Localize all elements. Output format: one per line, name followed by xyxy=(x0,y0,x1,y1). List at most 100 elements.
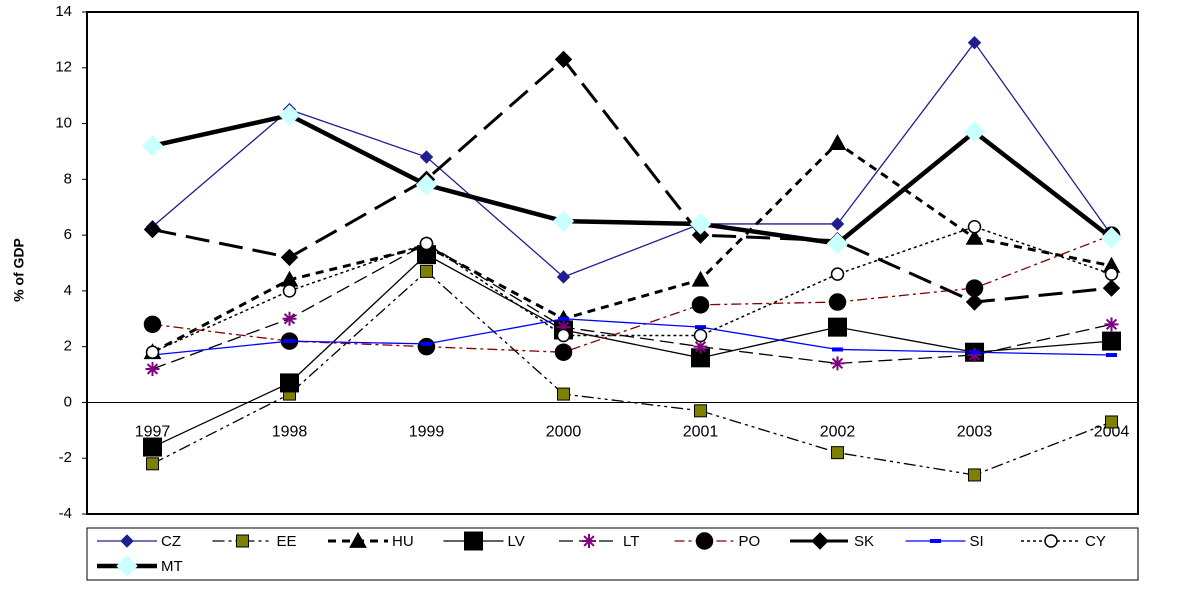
legend-marker xyxy=(582,534,596,548)
legend-box xyxy=(86,527,1139,581)
legend-label: MT xyxy=(161,558,183,575)
x-tick-label: 1999 xyxy=(409,424,445,441)
marker xyxy=(693,339,708,354)
marker xyxy=(554,50,573,69)
legend-marker xyxy=(120,534,134,548)
x-tick-label: 2001 xyxy=(683,424,719,441)
marker xyxy=(1104,267,1119,281)
x-tick-label: 2003 xyxy=(957,424,993,441)
series-line xyxy=(152,41,1113,278)
marker xyxy=(146,457,159,471)
marker xyxy=(556,270,571,284)
marker xyxy=(691,270,710,287)
marker xyxy=(1106,353,1117,358)
legend-label: SI xyxy=(970,533,984,550)
series-line xyxy=(152,270,1112,476)
plot-frame xyxy=(86,11,1139,515)
series xyxy=(145,236,1119,376)
marker xyxy=(968,468,981,482)
marker xyxy=(282,311,297,326)
marker xyxy=(831,446,844,460)
series-line xyxy=(152,242,1112,370)
marker xyxy=(967,219,982,234)
marker xyxy=(828,134,847,150)
series-line xyxy=(152,253,1112,448)
marker xyxy=(967,35,982,50)
marker xyxy=(280,373,299,393)
legend-label: LV xyxy=(508,533,525,550)
marker xyxy=(828,317,847,337)
y-tick-label: 14 xyxy=(55,3,72,20)
series xyxy=(143,245,1121,457)
marker xyxy=(1104,317,1119,332)
marker xyxy=(1102,279,1121,297)
marker xyxy=(830,217,845,231)
legend-label: LT xyxy=(623,533,639,550)
marker xyxy=(282,284,297,298)
legend-marker xyxy=(811,532,829,550)
y-tick-label: 2 xyxy=(64,338,72,355)
y-tick-label: -2 xyxy=(59,449,72,466)
y-tick-label: 8 xyxy=(64,170,72,187)
legend-label: EE xyxy=(277,533,297,550)
marker xyxy=(965,293,984,311)
marker xyxy=(556,320,571,335)
marker xyxy=(1100,227,1123,249)
y-tick-label: 10 xyxy=(55,115,72,132)
legend-label: CY xyxy=(1085,533,1106,550)
marker xyxy=(691,296,710,314)
y-tick-label: 4 xyxy=(64,282,72,299)
legend-marker xyxy=(695,532,714,550)
legend-marker xyxy=(1044,534,1058,548)
y-tick-label: 12 xyxy=(55,59,72,76)
marker xyxy=(415,174,438,196)
marker xyxy=(141,135,164,157)
marker xyxy=(278,104,301,126)
series-line xyxy=(152,57,1112,304)
x-tick-label: 1997 xyxy=(135,424,171,441)
marker xyxy=(558,316,569,321)
x-tick-label: 2004 xyxy=(1094,424,1130,441)
marker xyxy=(969,350,980,355)
marker xyxy=(552,210,575,232)
marker xyxy=(419,236,434,251)
legend-marker xyxy=(464,531,483,551)
y-tick-label: -4 xyxy=(59,505,72,522)
x-tick-label: 2000 xyxy=(546,424,582,441)
series-line xyxy=(152,112,1113,246)
marker xyxy=(963,121,986,143)
marker xyxy=(284,339,295,344)
series-line xyxy=(151,141,1112,354)
legend-marker xyxy=(116,555,138,577)
marker xyxy=(967,348,982,363)
x-tick-label: 1998 xyxy=(272,424,308,441)
marker xyxy=(145,361,160,376)
marker xyxy=(689,213,712,235)
series-line xyxy=(152,234,1112,353)
y-axis-label: % of GDP xyxy=(11,238,27,302)
y-tick-label: 6 xyxy=(64,226,72,243)
series xyxy=(143,134,1121,360)
marker xyxy=(420,264,433,278)
marker xyxy=(693,328,708,343)
legend-label: PO xyxy=(739,533,761,550)
marker xyxy=(419,150,434,164)
marker xyxy=(554,343,573,361)
marker xyxy=(143,220,162,239)
marker xyxy=(280,248,299,267)
marker xyxy=(691,226,710,244)
marker xyxy=(556,328,571,343)
marker xyxy=(421,341,432,346)
marker xyxy=(557,387,570,401)
marker xyxy=(965,228,984,245)
legend-marker xyxy=(930,539,941,543)
marker xyxy=(830,267,845,281)
marker xyxy=(1105,415,1118,429)
legend-label: HU xyxy=(392,533,414,550)
marker xyxy=(1102,331,1121,351)
marker xyxy=(830,356,845,371)
x-tick-label: 2002 xyxy=(820,424,856,441)
legend-label: SK xyxy=(854,533,874,550)
series-line xyxy=(152,318,1112,356)
